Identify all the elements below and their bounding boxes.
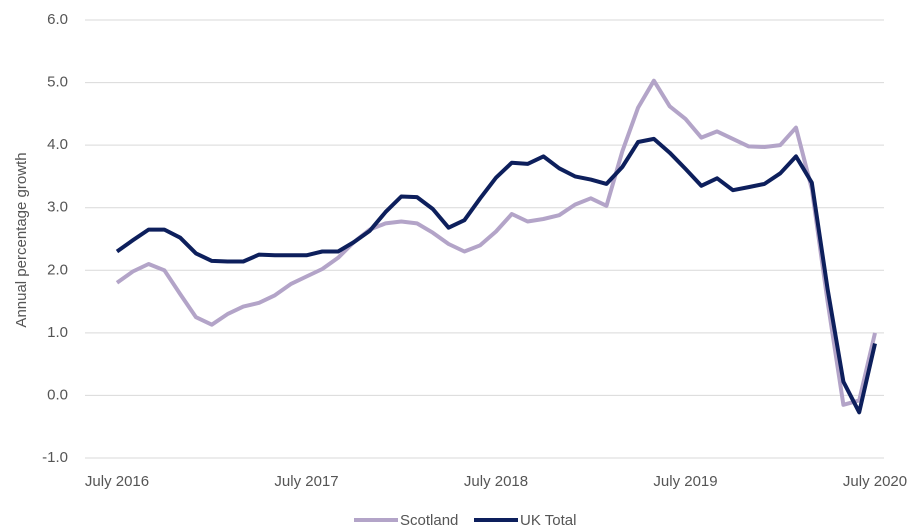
x-tick-label: July 2018 — [464, 473, 528, 490]
y-tick-label: 3.0 — [47, 199, 68, 216]
y-axis-label: Annual percentage growth — [13, 152, 30, 327]
y-tick-label: -1.0 — [42, 449, 68, 466]
y-tick-label: 1.0 — [47, 324, 68, 341]
x-tick-label: July 2017 — [274, 473, 338, 490]
legend-label: UK Total — [520, 512, 576, 529]
y-tick-label: 0.0 — [47, 386, 68, 403]
x-tick-label: July 2016 — [85, 473, 149, 490]
x-tick-label: July 2020 — [843, 473, 907, 490]
y-tick-label: 2.0 — [47, 261, 68, 278]
y-tick-label: 4.0 — [47, 136, 68, 153]
y-tick-label: 5.0 — [47, 74, 68, 91]
legend-label: Scotland — [400, 512, 458, 529]
x-tick-label: July 2019 — [653, 473, 717, 490]
line-series — [115, 78, 877, 407]
y-tick-label: 6.0 — [47, 11, 68, 28]
line-series — [115, 136, 877, 415]
